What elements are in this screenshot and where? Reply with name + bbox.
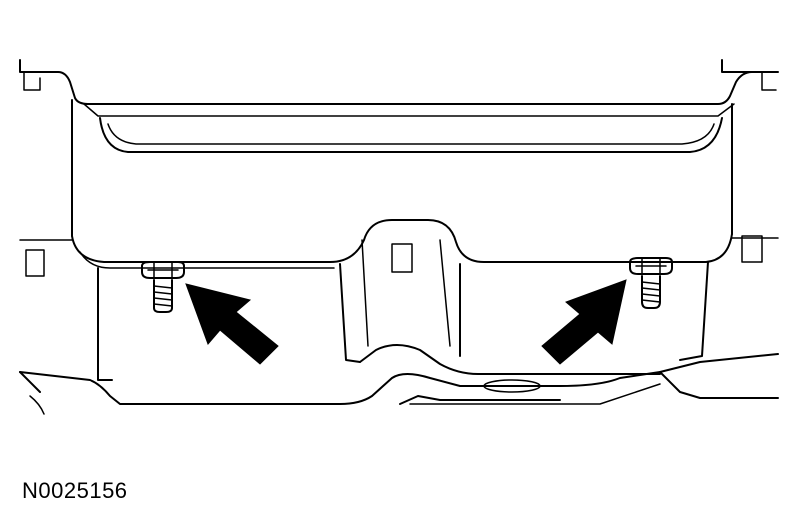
trim-cover-panel xyxy=(19,59,779,269)
figure-id: N0025156 xyxy=(22,478,128,503)
bolt-icon xyxy=(141,261,185,313)
arrow-icon xyxy=(541,279,627,365)
bolt-icon xyxy=(629,257,673,309)
lower-housing xyxy=(19,235,779,415)
arrow-icon xyxy=(185,283,279,365)
